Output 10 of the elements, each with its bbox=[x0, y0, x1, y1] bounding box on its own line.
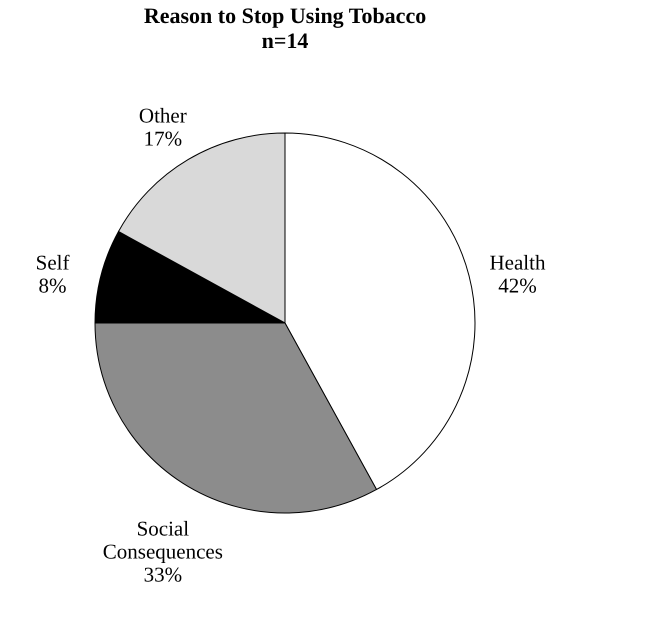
data-label: 8% bbox=[38, 273, 67, 298]
chart-subtitle: n=14 bbox=[262, 28, 308, 53]
slice-label: Social Consequences bbox=[102, 516, 223, 564]
data-label: 42% bbox=[498, 273, 537, 298]
slice-label: Other bbox=[138, 103, 187, 128]
data-label: 33% bbox=[144, 562, 182, 587]
slice-label: Self bbox=[36, 250, 70, 274]
slice-label: Health bbox=[489, 250, 546, 274]
data-label: 17% bbox=[144, 126, 182, 150]
chart-title: Reason to Stop Using Tobacco bbox=[144, 3, 426, 28]
